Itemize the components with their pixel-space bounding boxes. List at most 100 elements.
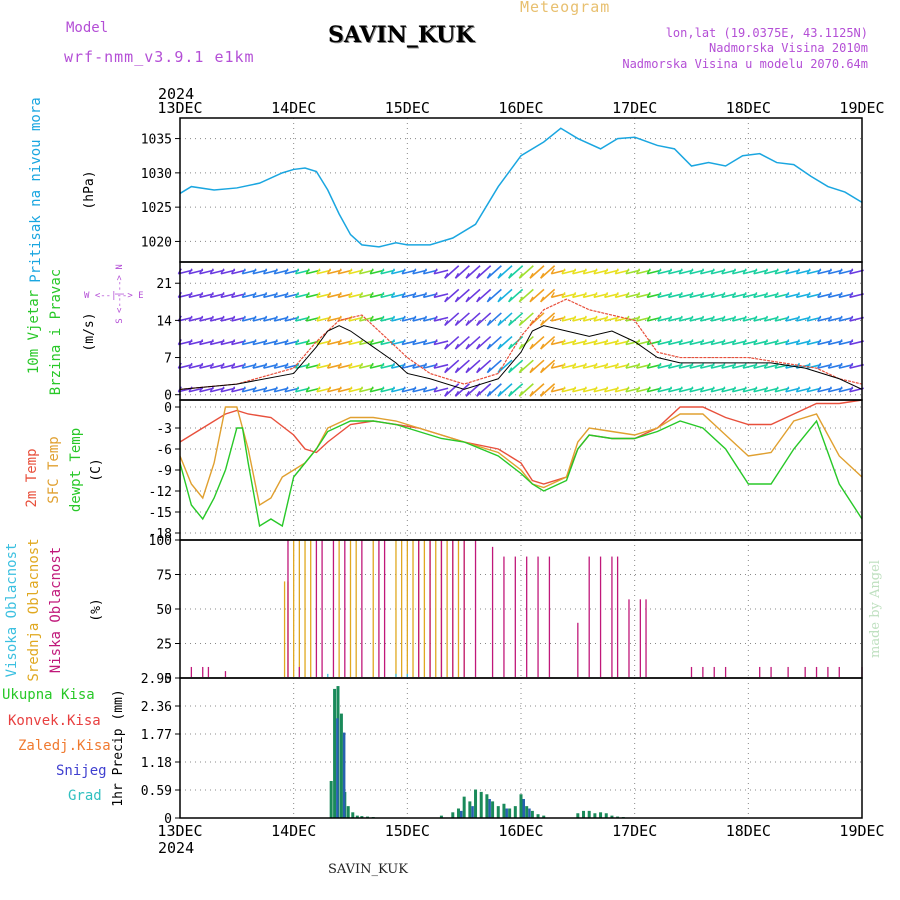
wind-barb-flag [572,386,577,393]
wind-barb [454,335,470,350]
wind-barb-flag [273,291,278,298]
wind-barb-flag [614,339,619,345]
wind-barb-flag [529,367,534,373]
wind-barb-flag [625,268,630,275]
time-label-top: 18DEC [726,99,771,117]
wind-barb-flag [231,362,236,369]
wind-barb-flag [454,390,459,397]
wind-barb-flag [689,291,694,298]
wind-barb [454,288,470,303]
wind-barb-flag [849,268,854,275]
wind-barb-flag [742,386,747,393]
wind-barb-flag [422,315,428,322]
wind-barb-flag [721,362,726,369]
wind-barb-flag [518,296,523,303]
wind-barb-flag [753,386,758,393]
wind-barb-flag [326,386,332,393]
wind-barb [476,312,492,327]
wind-barb-flag [294,291,300,298]
wind-barb-flag [614,386,619,393]
precip-bar [599,812,603,818]
wind-barb-flag [316,339,321,345]
wind-barb-flag [262,291,268,298]
time-label-top: 14DEC [271,99,316,117]
precip-bar [439,815,443,818]
wind-barb-flag [593,339,598,345]
wind-barb-flag [699,386,705,393]
snow-bar [505,808,508,818]
wind-barb-flag [635,315,641,322]
wind-barb [454,265,470,279]
wind-barb [454,359,470,374]
wind-barb-flag [209,386,214,393]
wind-barb-flag [742,362,747,369]
precip-bar [360,816,364,818]
wind-barb [476,383,492,397]
time-label-bottom: 18DEC [726,822,771,840]
wind-barb-flag [572,362,577,369]
wind-barb-flag [795,386,800,393]
wind-barb-flag [390,339,396,345]
wind-barb-flag [529,390,534,397]
wind-barb-flag [508,296,513,303]
snow-bar [528,808,531,818]
wind-barb-flag [305,362,310,369]
wind-unit: (m/s) [82,312,97,351]
wind-barb-flag [838,362,843,369]
wind-barb [454,312,470,327]
wind-barb-flag [593,268,598,275]
snow-bar [336,718,339,818]
wind-barb-flag [486,343,491,350]
wind-barb-flag [401,315,406,322]
wind-barb [508,312,524,327]
y-tick-label: -18 [149,527,172,542]
wind-barb-flag [486,272,491,279]
precip-bar [530,810,534,818]
wind-barb [518,359,534,374]
wind-barb-flag [326,362,332,369]
wind-barb-flag [348,362,353,369]
precip-bar [474,789,478,818]
year-label-top: 2024 [158,85,194,103]
wind-barb [465,335,481,350]
wind-barb-flag [582,362,587,369]
wind-barb-flag [444,367,449,373]
t2m-line [179,399,863,485]
precip-bar [542,815,546,818]
wind-barb-flag [625,339,630,345]
wind-barb [540,312,556,327]
wind-barb-flag [412,339,417,345]
y-tick-label: 1030 [141,167,172,182]
wind-barb-flag [465,296,470,303]
wind-barb-flag [348,291,353,298]
wind-barb-flag [572,291,577,298]
wind-barb-flag [497,343,502,350]
wind-barb-flag [326,291,332,298]
wind-barb [529,335,545,350]
wind-barb-flag [817,315,822,322]
frame-layer [175,117,863,819]
wind-barb [540,359,556,374]
wind-barb-flag [625,386,630,393]
cloud-label-high: Visoka Oblacnost [4,543,20,678]
precip-bar [582,810,586,818]
wind-barb [486,288,502,303]
precip-bar [513,806,517,818]
precip-bar [604,813,608,818]
wind-barb-flag [380,362,385,369]
wind-barb-flag [262,315,268,322]
precip-bar [525,806,529,818]
wind-barb [529,288,545,303]
wind-barb [465,359,481,374]
y-tick-label: -15 [149,506,172,521]
wind-barb-flag [689,315,694,322]
wind-barb-flag [593,315,598,322]
wind-barb [497,288,513,303]
wind-barb-flag [369,291,374,298]
wind-barb-flag [774,291,779,298]
snow-bar [471,806,474,818]
wind-barb [444,288,460,303]
wind-barb-flag [827,362,832,369]
wind-barb [433,293,449,299]
wind-barb-flag [806,386,811,393]
